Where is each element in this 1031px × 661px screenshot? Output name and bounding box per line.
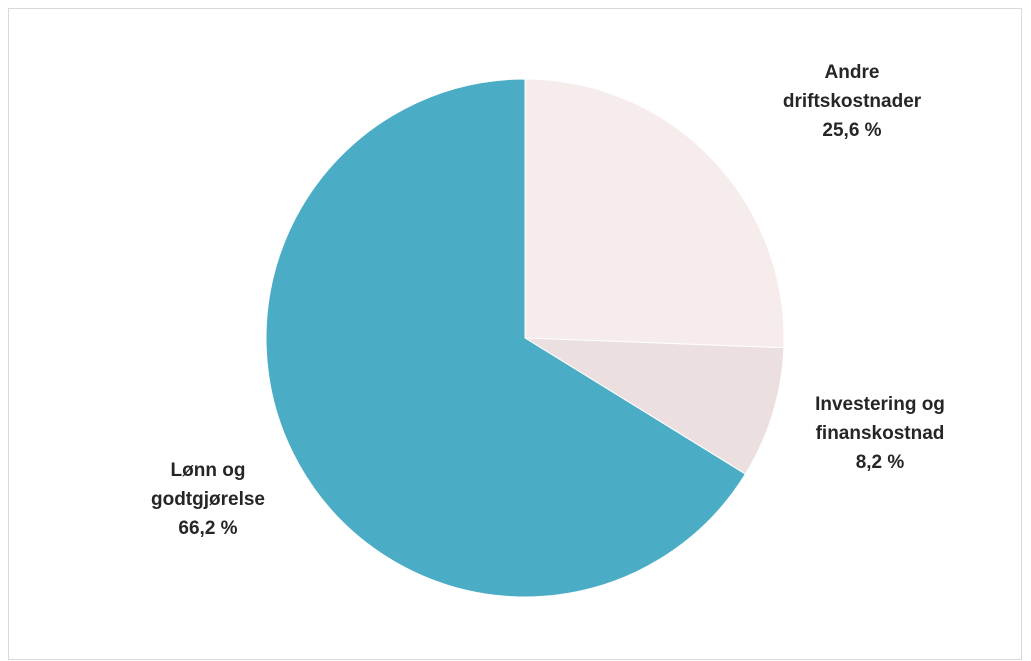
pie-slice-1 (524, 78, 785, 349)
label-investering-og-finanskostnad: Investering og finanskostnad 8,2 % (815, 394, 945, 473)
pie-slice-2 (523, 337, 785, 475)
label-andre-driftskostnader: Andre driftskostnader 25,6 % (782, 62, 922, 141)
label-lonn-og-godtgjorelse: Lønn og godtgjørelse 66,2 % (150, 460, 265, 539)
pie-slice-3 (265, 78, 747, 598)
